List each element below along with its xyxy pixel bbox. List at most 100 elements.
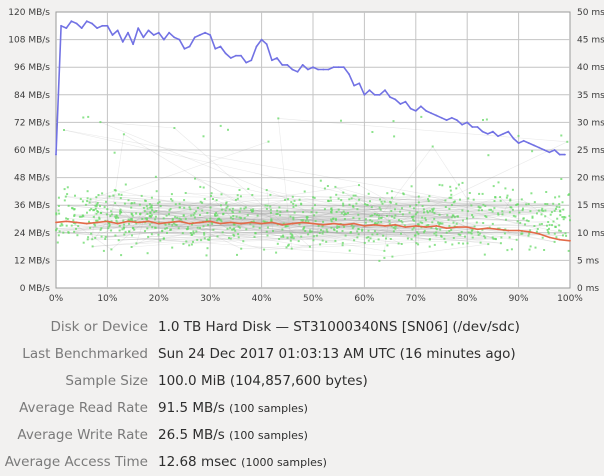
write-rate-point xyxy=(117,223,119,225)
access-time-point xyxy=(97,220,99,222)
access-time-point xyxy=(569,219,571,221)
access-time-point xyxy=(330,227,332,229)
access-time-point xyxy=(542,237,544,239)
y-left-tick-label: 24 MB/s xyxy=(14,229,50,239)
access-time-point xyxy=(209,237,211,239)
access-time-point xyxy=(87,116,89,118)
access-time-point xyxy=(254,232,256,234)
access-time-point xyxy=(334,240,336,242)
access-time-point xyxy=(424,217,426,219)
write-rate-point xyxy=(230,222,232,224)
access-time-point xyxy=(88,221,90,223)
access-time-point xyxy=(431,208,433,210)
access-time-point xyxy=(203,135,205,137)
access-time-point xyxy=(350,231,352,233)
write-rate-point xyxy=(168,222,170,224)
access-time-point xyxy=(454,216,456,218)
access-time-point xyxy=(429,210,431,212)
access-time-point xyxy=(569,215,571,217)
access-time-point xyxy=(170,198,172,200)
access-time-point xyxy=(87,190,89,192)
access-time-point xyxy=(306,216,308,218)
access-time-point xyxy=(194,212,196,214)
access-time-point xyxy=(315,220,317,222)
access-time-point xyxy=(431,221,433,223)
access-time-point xyxy=(441,184,443,186)
access-time-point xyxy=(98,217,100,219)
write-rate-note: (100 samples) xyxy=(229,429,308,442)
y-right-tick-label: 40 ms xyxy=(577,63,604,73)
read-rate-point xyxy=(430,112,432,114)
access-time-point xyxy=(182,232,184,234)
access-time-point xyxy=(312,207,314,209)
access-time-point xyxy=(166,215,168,217)
access-time-point xyxy=(149,215,151,217)
access-time-point xyxy=(513,215,515,217)
access-time-point xyxy=(116,220,118,222)
read-rate-point xyxy=(471,126,473,128)
access-time-point xyxy=(95,213,97,215)
access-time-point xyxy=(324,188,326,190)
read-rate-point xyxy=(199,34,201,36)
access-time-point xyxy=(492,211,494,213)
access-time-point xyxy=(270,218,272,220)
access-time-point xyxy=(509,211,511,213)
access-time-point xyxy=(368,230,370,232)
access-time-point xyxy=(393,217,395,219)
read-rate-point xyxy=(317,69,319,71)
access-time-point xyxy=(123,234,125,236)
access-time-point xyxy=(203,234,205,236)
access-time-point xyxy=(330,208,332,210)
access-time-point xyxy=(451,204,453,206)
access-time-point xyxy=(168,213,170,215)
access-time-point xyxy=(554,241,556,243)
access-time-point xyxy=(436,228,438,230)
access-time-point xyxy=(485,216,487,218)
access-time-point xyxy=(58,234,60,236)
access-time-point xyxy=(492,223,494,225)
access-time-point xyxy=(423,208,425,210)
write-rate-point xyxy=(322,224,324,226)
access-time-point xyxy=(534,201,536,203)
access-time-point xyxy=(353,226,355,228)
read-rate-point xyxy=(235,55,237,57)
read-rate-point xyxy=(369,89,371,91)
access-time-point xyxy=(332,218,334,220)
access-time-point xyxy=(312,196,314,198)
read-rate-point xyxy=(55,154,57,156)
access-time-point xyxy=(482,222,484,224)
access-time-point xyxy=(554,226,556,228)
x-tick-label: 20% xyxy=(149,294,169,304)
last-benchmarked-value: Sun 24 Dec 2017 01:03:13 AM UTC (16 minu… xyxy=(158,341,516,368)
access-time-point xyxy=(210,207,212,209)
read-rate-point xyxy=(549,151,551,153)
access-time-point xyxy=(160,205,162,207)
access-time-point xyxy=(543,249,545,251)
access-time-point xyxy=(169,209,171,211)
access-time-point xyxy=(559,210,561,212)
access-time-point xyxy=(93,209,95,211)
access-time-point xyxy=(342,203,344,205)
access-time-point xyxy=(348,198,350,200)
access-time-point xyxy=(267,205,269,207)
access-time-point xyxy=(566,141,568,143)
access-time-point xyxy=(504,187,506,189)
access-time-point xyxy=(116,214,118,216)
access-time-point xyxy=(190,215,192,217)
access-time-point xyxy=(269,206,271,208)
access-time-point xyxy=(155,216,157,218)
access-time-point xyxy=(345,235,347,237)
access-time-point xyxy=(568,250,570,252)
access-time-point xyxy=(86,200,88,202)
access-time-point xyxy=(554,233,556,235)
write-rate-point xyxy=(302,222,304,224)
access-time-point xyxy=(434,212,436,214)
access-time-point xyxy=(477,231,479,233)
access-time-point xyxy=(104,206,106,208)
access-time-point xyxy=(546,203,548,205)
access-time-point xyxy=(154,218,156,220)
access-time-point xyxy=(94,205,96,207)
read-rate-point xyxy=(400,103,402,105)
access-time-point xyxy=(133,202,135,204)
read-rate-point xyxy=(209,34,211,36)
